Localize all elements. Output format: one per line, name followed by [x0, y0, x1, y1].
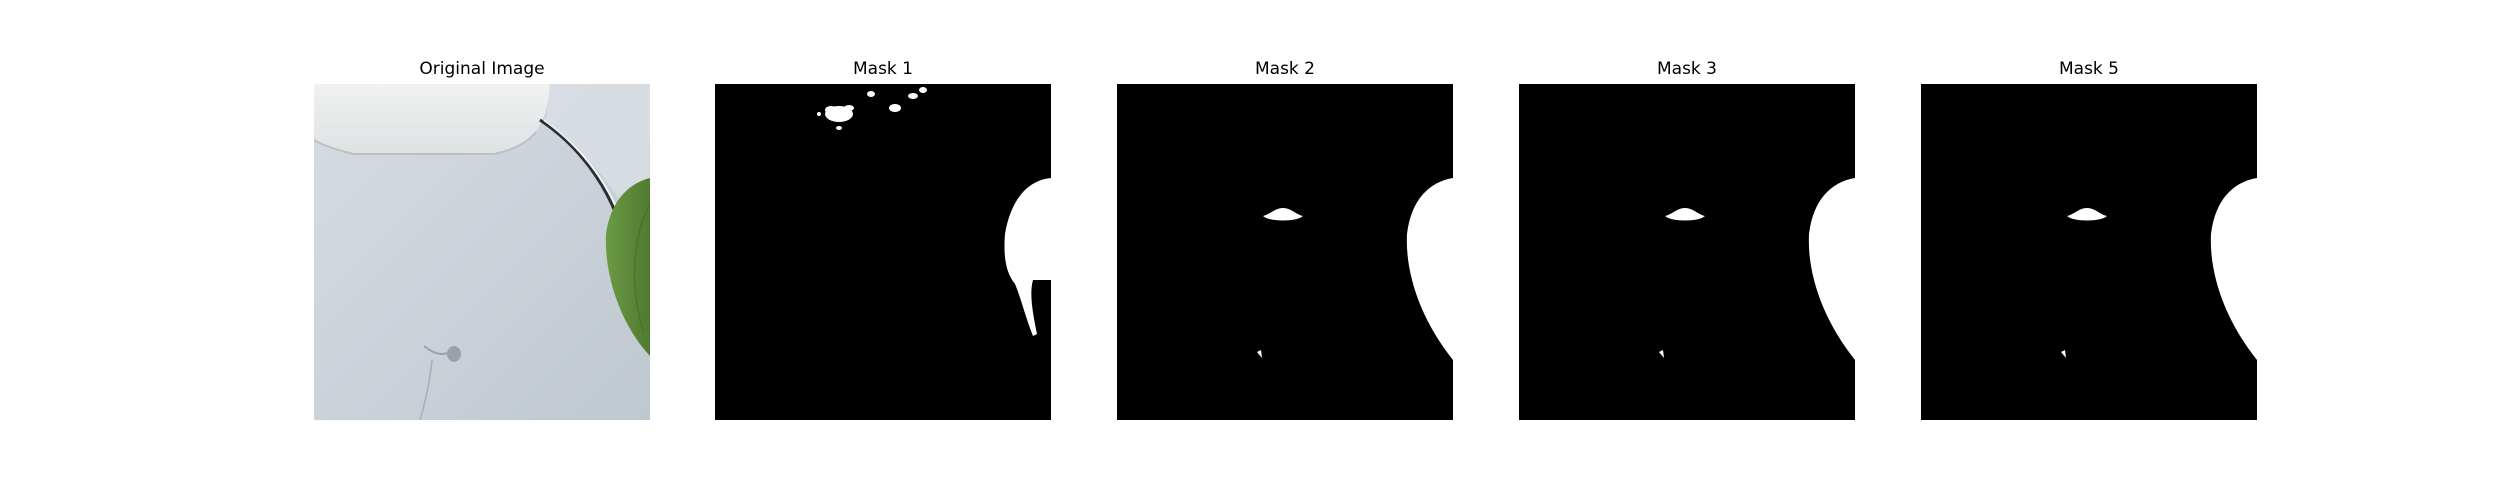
original-image	[314, 84, 650, 420]
mask-image	[1921, 84, 2257, 420]
panel-title: Mask 5	[2058, 59, 2119, 79]
panel-mask-3: Mask 3	[1519, 0, 1855, 500]
mask-image	[1117, 84, 1453, 420]
mask-image	[715, 84, 1051, 420]
panel-original-image: Original Image	[314, 0, 650, 500]
panel-title: Mask 1	[852, 59, 913, 79]
panel-title: Mask 2	[1254, 59, 1315, 79]
mask-image	[1519, 84, 1855, 420]
panel-mask-5: Mask 5	[1921, 0, 2257, 500]
panel-title: Original Image	[419, 59, 545, 79]
panel-mask-1: Mask 1	[715, 0, 1051, 500]
panel-mask-2: Mask 2	[1117, 0, 1453, 500]
panel-title: Mask 3	[1656, 59, 1717, 79]
